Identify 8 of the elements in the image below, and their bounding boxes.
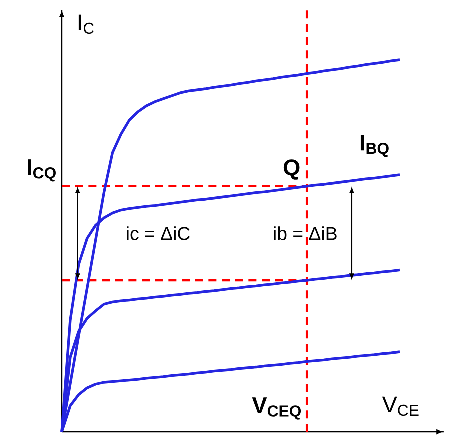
x-axis-title: V$_{CE}$ xyxy=(382,396,419,416)
annotation: Q xyxy=(284,160,300,180)
annotation: ib = ΔiB xyxy=(274,226,337,240)
series-label: I$_{BQ}$ xyxy=(360,135,389,158)
ref-line-label: I$_{CQ}$ xyxy=(28,160,56,182)
text: V$_{CEQ}$ xyxy=(252,398,302,420)
y-axis-title: I$_{C}$ xyxy=(78,14,94,34)
annotation: ic = ΔiC xyxy=(127,226,190,240)
